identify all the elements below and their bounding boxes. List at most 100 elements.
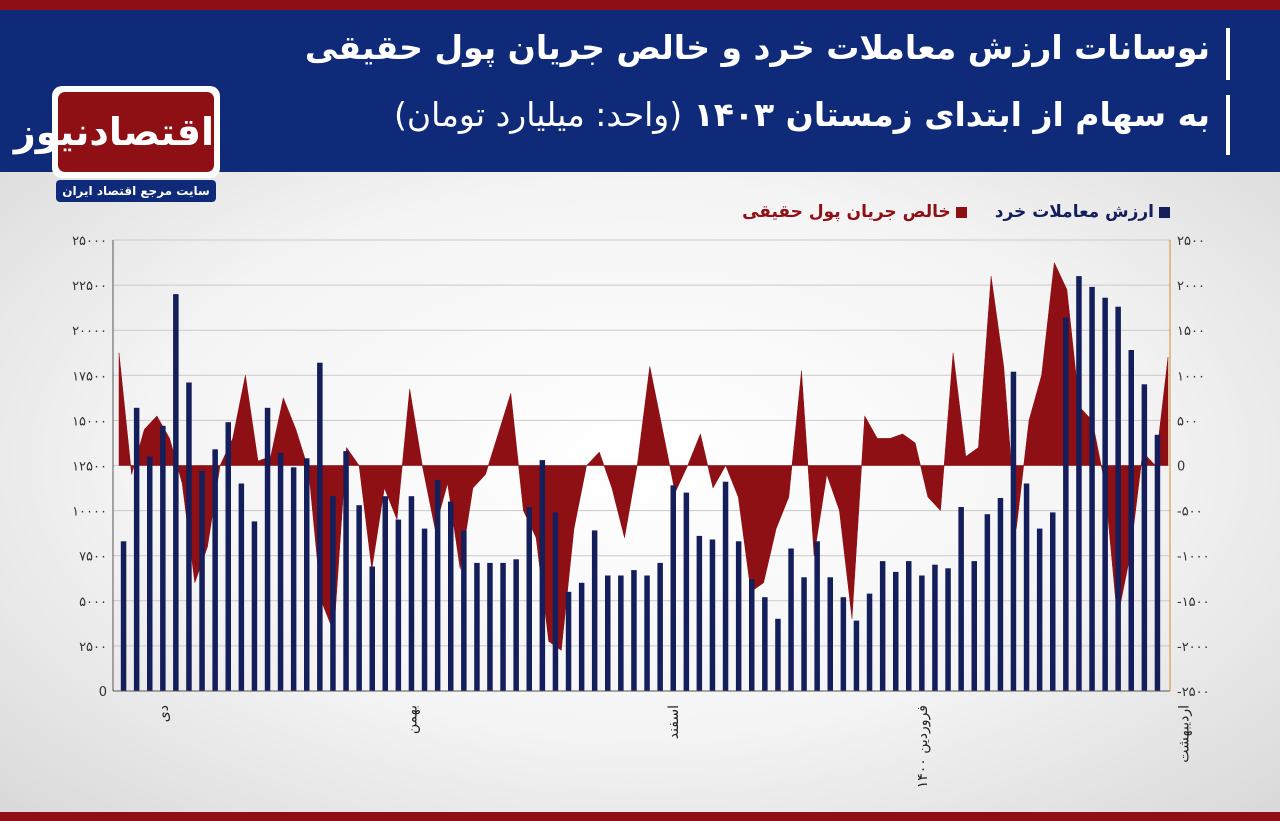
bar-retail-value: [317, 362, 323, 691]
bar-retail-value: [1089, 286, 1095, 691]
bar-retail-value: [605, 575, 611, 691]
bar-retail-value: [788, 548, 794, 691]
bar-retail-value: [749, 579, 755, 691]
month-label: فروردین ۱۴۰۰: [915, 705, 931, 788]
right-tick-label: ۲۰۰۰: [1177, 279, 1205, 294]
bar-retail-value: [775, 618, 781, 691]
bar-retail-value: [147, 456, 153, 691]
bar-retail-value: [618, 575, 624, 691]
bar-retail-value: [133, 407, 140, 691]
left-tick-label: ۲۲۵۰۰: [72, 279, 107, 294]
legend-swatch-red: [955, 206, 967, 218]
left-tick-label: ۱۵۰۰۰: [72, 414, 107, 429]
bar-retail-value: [238, 483, 245, 691]
right-tick-label: -۱۵۰۰: [1177, 595, 1210, 610]
right-tick-label: -۲۰۰۰: [1177, 640, 1210, 655]
bar-retail-value: [1010, 371, 1017, 691]
top-accent-rule: [0, 0, 1280, 10]
left-tick-label: ۲۵۰۰۰: [72, 234, 107, 249]
bar-retail-value: [552, 512, 559, 691]
chart-subtitle: به سهام از ابتدای زمستان ۱۴۰۳ (واحد: میل…: [394, 95, 1210, 134]
legend-item-net-flow: خالص جریان پول حقیقی: [742, 202, 967, 222]
bar-retail-value: [958, 507, 964, 691]
left-tick-label: ۵۰۰۰: [79, 595, 107, 610]
bar-retail-value: [408, 496, 415, 691]
bar-retail-value: [1076, 276, 1082, 691]
bar-retail-value: [670, 485, 676, 691]
bottom-accent-rule: [0, 812, 1280, 821]
month-label: اردیبهشت: [1177, 705, 1193, 763]
bar-retail-value: [330, 496, 336, 691]
right-tick-label: -۲۵۰۰: [1177, 685, 1210, 700]
bar-retail-value: [814, 541, 820, 691]
bar-retail-value: [644, 575, 650, 691]
bar-retail-value: [304, 458, 310, 691]
bar-retail-value: [251, 521, 258, 691]
left-tick-label: ۷۵۰۰: [79, 550, 107, 565]
bar-retail-value: [526, 507, 532, 691]
bar-retail-value: [395, 519, 402, 691]
bar-retail-value: [264, 407, 271, 691]
right-tick-label: -۵۰۰: [1177, 505, 1203, 520]
bar-retail-value: [853, 620, 860, 691]
bar-retail-value: [591, 530, 598, 691]
bar-retail-value: [369, 566, 375, 691]
bar-retail-value: [827, 577, 833, 691]
bar-retail-value: [461, 530, 467, 691]
bar-retail-value: [277, 452, 284, 691]
bar-retail-value: [1063, 317, 1069, 691]
bar-retail-value: [199, 470, 205, 691]
bar-retail-value: [932, 564, 938, 691]
month-label: بهمن: [404, 705, 420, 734]
bar-retail-value: [1023, 483, 1030, 691]
logo-wordmark: اقتصادنیوز: [14, 92, 215, 172]
bar-retail-value: [984, 514, 991, 691]
right-tick-label: ۱۰۰۰: [1177, 369, 1205, 384]
bar-retail-value: [421, 528, 428, 691]
bar-retail-value: [513, 559, 519, 691]
legend-label: ارزش معاملات خرد: [994, 202, 1154, 222]
bar-retail-value: [631, 570, 637, 691]
title-accent-bar: [1226, 28, 1230, 80]
bar-retail-value: [893, 571, 899, 691]
bar-retail-value: [212, 449, 218, 691]
bar-retail-value: [945, 568, 951, 691]
chart-subtitle-main: به سهام از ابتدای زمستان ۱۴۰۳: [693, 95, 1210, 134]
bar-retail-value: [801, 577, 807, 691]
bar-retail-value: [186, 382, 192, 691]
bar-retail-value: [683, 492, 690, 691]
title-accent-bar: [1226, 95, 1230, 155]
chart-title: نوسانات ارزش معاملات خرد و خالص جریان پو…: [304, 28, 1210, 67]
bar-retail-value: [539, 460, 546, 691]
right-tick-label: 0: [1177, 460, 1185, 475]
bar-retail-value: [997, 498, 1004, 691]
month-label: اسفند: [666, 705, 682, 739]
bar-retail-value: [709, 539, 716, 691]
bar-retail-value: [500, 562, 506, 691]
bar-retail-value: [840, 597, 847, 691]
right-tick-label: ۵۰۰: [1177, 414, 1198, 429]
logo-tagline: سایت مرجع اقتصاد ایران: [56, 180, 216, 202]
right-tick-label: ۲۵۰۰: [1177, 234, 1205, 249]
bar-retail-value: [657, 562, 663, 691]
month-label: دی: [156, 705, 172, 722]
bar-retail-value: [1141, 384, 1148, 691]
bar-retail-value: [173, 294, 179, 691]
left-tick-label: ۱۷۵۰۰: [72, 369, 107, 384]
bar-retail-value: [487, 562, 493, 691]
bar-retail-value: [578, 582, 585, 691]
bar-retail-value: [382, 496, 388, 691]
bar-retail-value: [225, 422, 231, 691]
bar-retail-value: [1050, 512, 1056, 691]
right-tick-label: ۱۵۰۰: [1177, 324, 1205, 339]
bar-retail-value: [1154, 434, 1161, 691]
bar-retail-value: [735, 541, 742, 691]
bar-retail-value: [565, 591, 572, 691]
left-tick-label: 0: [99, 685, 107, 700]
bar-retail-value: [879, 561, 886, 691]
bar-retail-value: [448, 501, 454, 691]
bar-retail-value: [434, 479, 441, 691]
bar-retail-value: [762, 597, 768, 691]
bar-retail-value: [343, 451, 349, 691]
